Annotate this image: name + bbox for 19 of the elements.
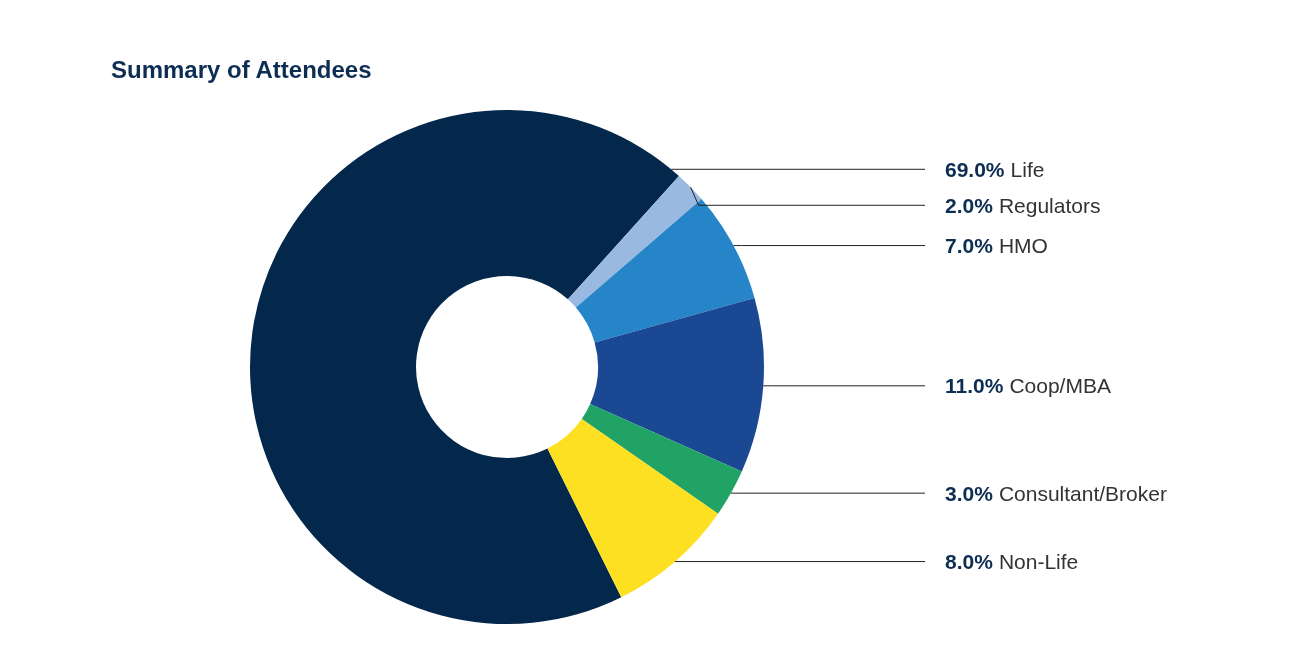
- donut-slice: [581, 404, 742, 514]
- slice-label: Consultant/Broker: [998, 481, 1167, 505]
- data-label: 11.0%: [945, 374, 1004, 398]
- slice-label: Non-Life: [998, 549, 1079, 573]
- data-label: 8.0%: [945, 549, 994, 573]
- data-label: 2.0%: [945, 193, 994, 217]
- donut-slice: [547, 418, 719, 598]
- donut-slice: [250, 110, 679, 624]
- donut-slice: [590, 297, 764, 472]
- chart-title: Summary of Attendees: [111, 56, 372, 83]
- data-label: 69.0%: [945, 157, 1005, 181]
- donut-slice: [567, 176, 702, 308]
- slice-label: Life: [1010, 157, 1045, 181]
- donut-slice: [575, 199, 755, 343]
- slice-label: Regulators: [998, 193, 1101, 217]
- slice-label: Coop/MBA: [1009, 374, 1111, 398]
- data-label: 3.0%: [945, 481, 994, 505]
- data-label: 7.0%: [945, 233, 994, 257]
- slice-label: HMO: [998, 233, 1048, 257]
